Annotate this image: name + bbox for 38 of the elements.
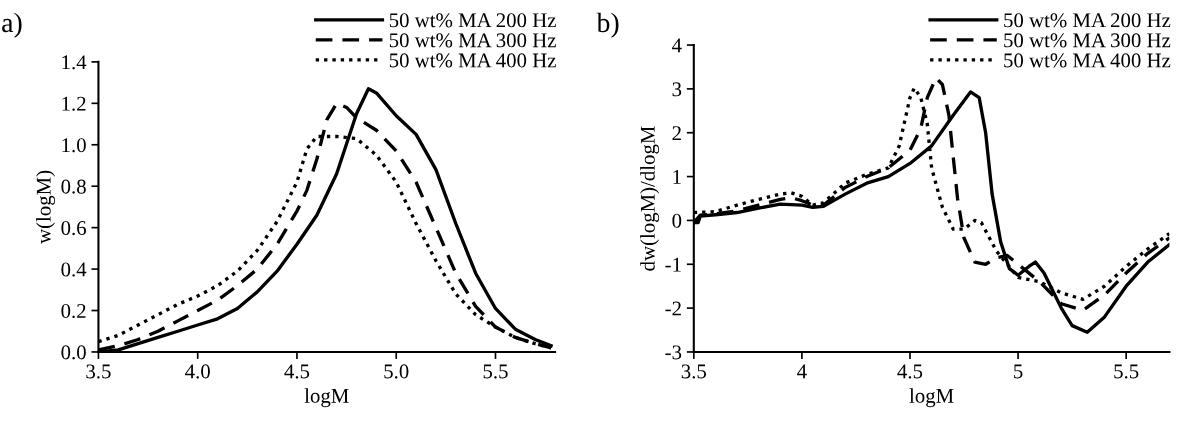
y-tick-label: 2 bbox=[672, 126, 681, 140]
legend-label: 50 wt% MA 400 Hz bbox=[1004, 53, 1171, 68]
y-axis-title: dw(logM)/dlogM bbox=[640, 126, 660, 271]
x-tick-label: 5.5 bbox=[483, 364, 508, 379]
legend-label: 50 wt% MA 200 Hz bbox=[389, 13, 556, 28]
y-tick-label: 1.4 bbox=[62, 55, 87, 70]
y-tick-label: 0 bbox=[672, 213, 682, 228]
y-tick-label: 0.8 bbox=[61, 179, 86, 194]
y-tick-label: -1 bbox=[665, 257, 681, 272]
y-tick-label: 1.2 bbox=[62, 96, 86, 111]
legend-label: 50 wt% MA 200 Hz bbox=[1004, 13, 1171, 28]
y-tick-label: 0.6 bbox=[61, 221, 87, 236]
x-tick-label: 3.5 bbox=[681, 364, 707, 379]
text: b) bbox=[596, 12, 619, 38]
text: a) bbox=[2, 12, 22, 38]
y-tick-label: 1.0 bbox=[62, 138, 86, 153]
x-tick-label: 3.5 bbox=[86, 364, 111, 379]
x-tick-label: 4.0 bbox=[185, 364, 210, 379]
x-tick-label: 5.0 bbox=[384, 364, 409, 379]
x-axis-title: logM bbox=[909, 388, 954, 408]
y-tick-label: 4 bbox=[671, 38, 682, 53]
y-tick-label: -2 bbox=[665, 301, 681, 316]
legend-label: 50 wt% MA 300 Hz bbox=[389, 33, 556, 48]
x-tick-label: 4.5 bbox=[284, 364, 310, 379]
y-tick-label: -3 bbox=[665, 345, 682, 360]
y-tick-label: 3 bbox=[672, 82, 682, 97]
x-axis-title: logM bbox=[304, 388, 349, 408]
y-tick-label: 1 bbox=[673, 170, 681, 184]
x-tick-label: 4.5 bbox=[897, 364, 923, 379]
x-tick-label: 5 bbox=[1014, 364, 1023, 379]
x-tick-label: 4 bbox=[797, 364, 807, 379]
y-tick-label: 0.4 bbox=[61, 262, 87, 277]
y-tick-label: 0.0 bbox=[61, 345, 86, 360]
y-tick-label: 0.2 bbox=[61, 303, 86, 319]
legend-label: 50 wt% MA 400 Hz bbox=[389, 53, 556, 68]
y-axis-title: w(logM) bbox=[36, 170, 56, 244]
legend-label: 50 wt% MA 300 Hz bbox=[1004, 33, 1171, 48]
x-tick-label: 5.5 bbox=[1114, 364, 1139, 379]
